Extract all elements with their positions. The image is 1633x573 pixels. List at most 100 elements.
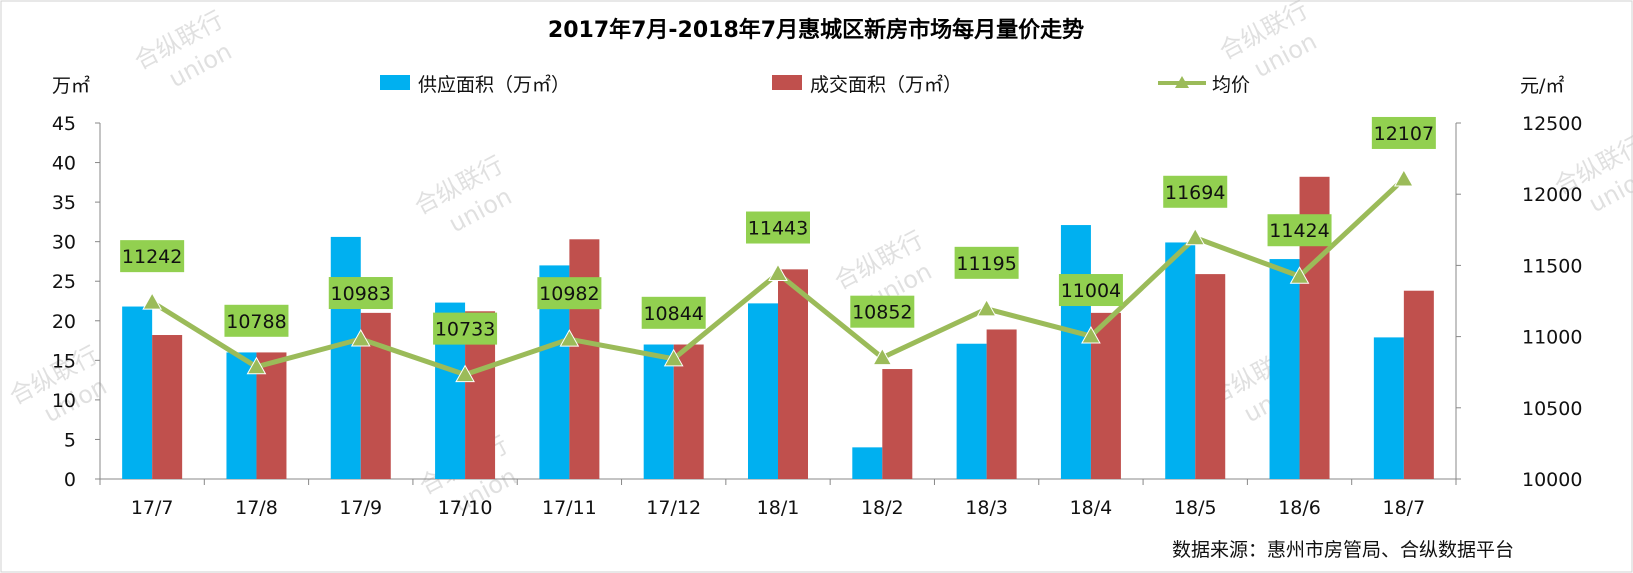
price-label-text: 10852	[852, 302, 912, 324]
price-label-text: 10844	[643, 303, 703, 325]
left-axis-unit: 万㎡	[52, 74, 90, 97]
price-label-text: 10983	[331, 283, 391, 305]
price-data-label: 10788	[224, 304, 289, 337]
left-y-tick-label: 25	[52, 271, 76, 293]
legend-item-price: 均价	[1158, 74, 1250, 96]
price-label-text: 12107	[1374, 123, 1434, 145]
price-data-label: 11424	[1267, 214, 1332, 247]
price-marker	[246, 356, 267, 375]
left-y-tick-label: 0	[64, 469, 76, 491]
price-label-text: 10733	[435, 319, 495, 341]
price-data-label: 10733	[433, 312, 498, 345]
legend-label-deal: 成交面积（万㎡）	[810, 73, 962, 96]
price-data-label: 10983	[328, 277, 393, 310]
x-tick-label: 17/11	[542, 497, 597, 519]
price-labels: 11242 10788 10983 10733 10982 10844 11443 10852…	[120, 116, 1436, 345]
price-label-box	[224, 304, 289, 337]
legend-marker-price	[1175, 76, 1189, 88]
right-y-tick-label: 10500	[1522, 398, 1582, 420]
legend-item-deal: 成交面积（万㎡）	[772, 73, 962, 96]
price-label-box	[120, 240, 185, 273]
x-tick-label: 17/12	[646, 497, 701, 519]
bar-deal	[569, 239, 600, 479]
bar-supply	[956, 343, 987, 479]
price-data-label: 12107	[1371, 116, 1436, 149]
price-label-text: 11195	[956, 253, 1016, 275]
bar-supply	[1269, 259, 1300, 479]
price-label-box	[641, 296, 706, 329]
bar-deal	[152, 335, 183, 479]
price-marker	[872, 347, 893, 366]
legend-label-supply: 供应面积（万㎡）	[418, 73, 570, 96]
legend-swatch-supply	[380, 75, 410, 90]
bar-supply	[643, 344, 674, 479]
legend-swatch-deal	[772, 75, 802, 90]
price-label-box	[1058, 274, 1123, 307]
price-data-label: 11242	[120, 240, 185, 273]
price-label-box	[954, 246, 1019, 279]
price-label-text: 11242	[122, 246, 182, 268]
legend-item-supply: 供应面积（万㎡）	[380, 73, 570, 96]
price-label-box	[1267, 214, 1332, 247]
left-y-tick-label: 45	[52, 113, 76, 135]
price-marker	[663, 348, 684, 367]
price-label-text: 11443	[748, 218, 808, 240]
price-label-text: 11424	[1269, 220, 1329, 242]
price-label-text: 11694	[1165, 182, 1225, 204]
price-data-label: 10852	[850, 295, 915, 328]
price-marker	[976, 298, 997, 317]
bar-deal	[1195, 274, 1226, 479]
right-y-tick-label: 11500	[1522, 255, 1582, 277]
price-data-label: 10844	[641, 296, 706, 329]
price-label-box	[1163, 175, 1228, 208]
chart-title: 2017年7月-2018年7月惠城区新房市场每月量价走势	[548, 17, 1084, 43]
bar-supply	[1060, 225, 1091, 479]
price-marker	[1081, 326, 1101, 344]
x-tick-label: 17/9	[339, 497, 382, 519]
right-y-tick-label: 12500	[1522, 113, 1582, 135]
bar-deal	[882, 369, 913, 479]
price-label-text: 11004	[1061, 280, 1121, 302]
x-tick-label: 18/1	[757, 497, 800, 519]
right-y-tick-label: 11000	[1522, 327, 1582, 349]
bar-supply	[1373, 337, 1404, 479]
price-label-text: 10788	[226, 311, 286, 333]
x-tick-label: 18/7	[1383, 497, 1426, 519]
legend: 供应面积（万㎡） 成交面积（万㎡） 均价	[380, 73, 1250, 96]
price-marker	[1185, 227, 1206, 246]
x-tick-label: 17/10	[438, 497, 493, 519]
price-marker	[142, 292, 163, 310]
price-label-box	[850, 295, 915, 328]
bar-deal	[673, 344, 704, 479]
x-tick-label: 18/4	[1070, 497, 1113, 519]
source-note: 数据来源：惠州市房管局、合纵数据平台	[1172, 539, 1514, 561]
left-y-tick-label: 15	[52, 350, 76, 372]
price-label-box	[1371, 116, 1436, 149]
x-tick-label: 17/7	[131, 497, 174, 519]
price-marker	[350, 329, 371, 347]
price-data-label: 11195	[954, 246, 1019, 279]
x-tick-label: 17/8	[235, 497, 278, 519]
price-data-label: 11443	[746, 211, 810, 244]
price-marker	[768, 263, 788, 282]
right-y-tick-label: 12000	[1522, 184, 1582, 206]
price-label-box	[746, 211, 810, 244]
axes: 0 5 10 15 20 25 30 35 40 45 10000 10500 11000 11500 12…	[52, 113, 1583, 519]
legend-label-price: 均价	[1212, 74, 1250, 96]
left-y-tick-label: 40	[52, 153, 76, 175]
bar-supply	[748, 303, 778, 479]
bar-deal	[986, 329, 1017, 479]
bar-supply	[852, 447, 883, 479]
price-label-box	[537, 277, 602, 310]
price-marker	[455, 364, 475, 383]
price-line	[142, 168, 1414, 383]
left-y-tick-label: 30	[52, 232, 76, 254]
price-label-text: 10982	[539, 283, 599, 305]
price-data-label: 10982	[537, 277, 602, 310]
price-marker	[559, 329, 580, 347]
bar-deal	[778, 269, 808, 479]
price-data-label: 11004	[1058, 274, 1123, 307]
bar-supply	[1165, 242, 1196, 479]
